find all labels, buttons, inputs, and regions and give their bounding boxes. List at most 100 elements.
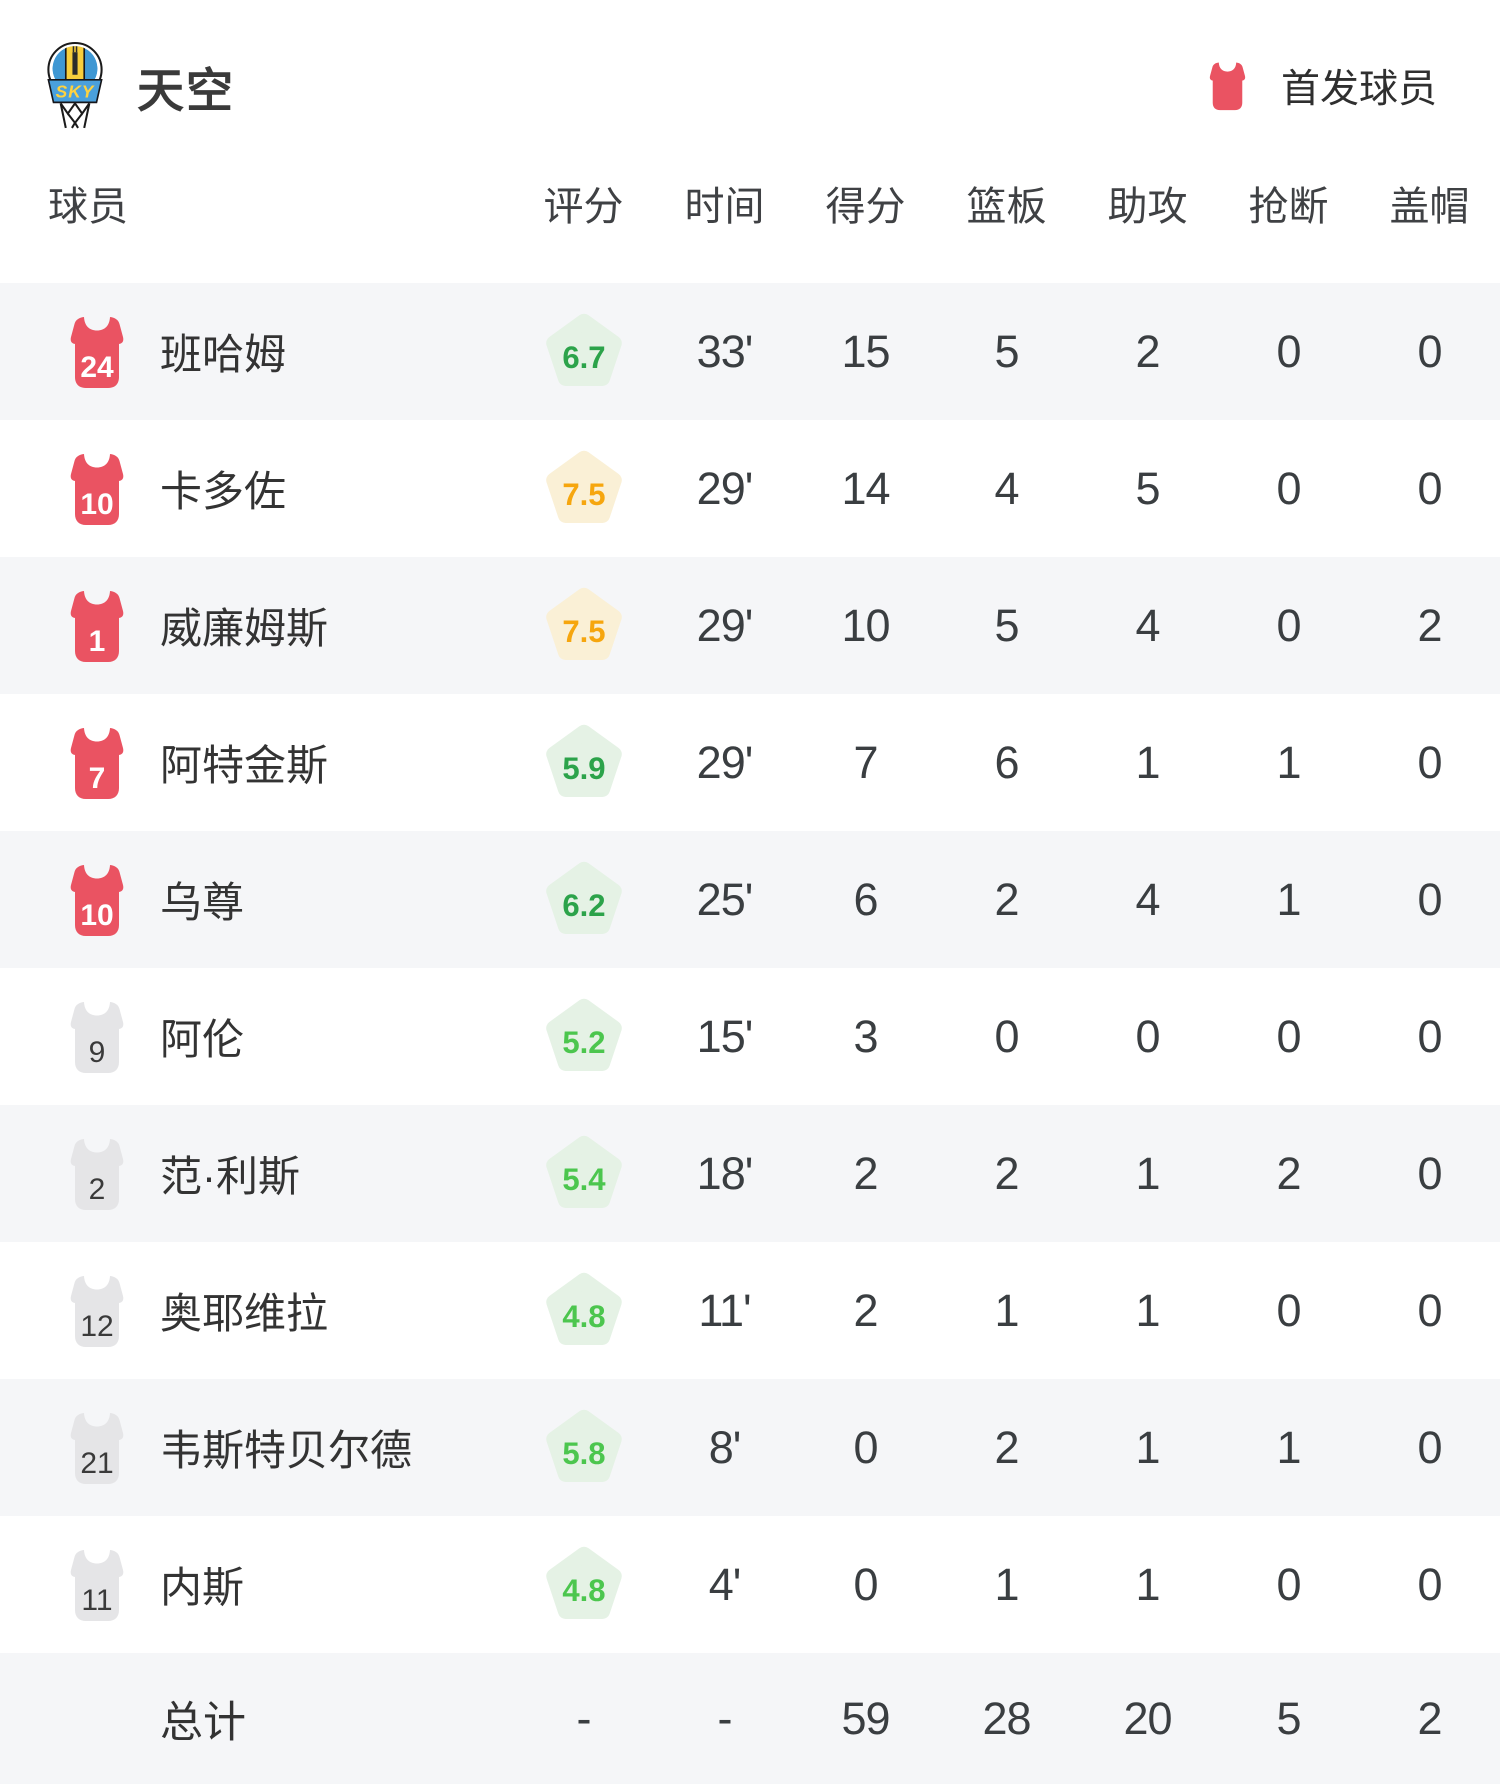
stat-points: 2 xyxy=(853,1284,878,1336)
starter-jersey-icon xyxy=(1209,62,1246,111)
team-header: SKY 天空 首发球员 xyxy=(0,0,1500,140)
stat-points: 6 xyxy=(853,873,878,925)
stat-blocks: 0 xyxy=(1417,736,1442,788)
stat-steals: 0 xyxy=(1276,1558,1301,1610)
player-name: 班哈姆 xyxy=(160,331,287,378)
jersey-number: 11 xyxy=(81,1584,112,1617)
stat-time: 8' xyxy=(708,1421,742,1473)
player-name: 奥耶维拉 xyxy=(160,1290,329,1337)
logo-net xyxy=(59,101,91,129)
svg-text:6.2: 6.2 xyxy=(562,888,605,923)
stat-blocks: 0 xyxy=(1417,462,1442,514)
stat-assists: 4 xyxy=(1135,873,1160,925)
jersey-number: 12 xyxy=(80,1310,113,1343)
starter-legend-label: 首发球员 xyxy=(1280,68,1437,111)
stat-assists: 1 xyxy=(1135,1558,1160,1610)
col-points: 得分 xyxy=(825,184,906,229)
total-label: 总计 xyxy=(160,1698,246,1747)
player-name: 内斯 xyxy=(160,1564,245,1611)
jersey-icon: 2 xyxy=(70,1138,124,1210)
jersey-number: 9 xyxy=(89,1036,106,1069)
stat-rebounds: 2 xyxy=(994,1147,1019,1199)
stat-blocks: 0 xyxy=(1417,1421,1442,1473)
stat-points: 7 xyxy=(853,736,878,788)
table-row[interactable]: 2 范·利斯 5.4 18' 2 2 1 2 0 xyxy=(0,1105,1500,1242)
jersey-icon: 7 xyxy=(70,727,124,799)
jersey-icon: 21 xyxy=(70,1412,124,1484)
table-row[interactable]: 1 威廉姆斯 7.5 29' 10 5 4 0 2 xyxy=(0,557,1500,694)
col-rebounds: 篮板 xyxy=(966,184,1047,229)
jersey-icon: 9 xyxy=(70,1001,124,1073)
jersey-number: 24 xyxy=(80,351,114,384)
rating-badge: 5.4 xyxy=(542,1133,626,1214)
stat-points: 0 xyxy=(853,1421,878,1473)
player-name: 韦斯特贝尔德 xyxy=(160,1427,413,1474)
jersey-icon: 12 xyxy=(70,1275,124,1347)
table-row[interactable]: 10 乌尊 6.2 25' 6 2 4 1 0 xyxy=(0,831,1500,968)
stat-points: 3 xyxy=(853,1010,878,1062)
jersey-number: 21 xyxy=(80,1447,113,1480)
rating-badge: 4.8 xyxy=(542,1270,626,1351)
stat-points: 14 xyxy=(841,462,890,514)
stat-steals: 0 xyxy=(1276,599,1301,651)
jersey-icon: 10 xyxy=(70,864,124,936)
stat-rebounds: 5 xyxy=(994,599,1019,651)
rating-badge: 6.7 xyxy=(542,311,626,392)
table-row[interactable]: 10 卡多佐 7.5 29' 14 4 5 0 0 xyxy=(0,420,1500,557)
stat-assists: 1 xyxy=(1135,1421,1160,1473)
stat-steals: 0 xyxy=(1276,325,1301,377)
jersey-number: 10 xyxy=(80,488,113,521)
svg-text:4.8: 4.8 xyxy=(562,1573,605,1608)
stat-steals: 2 xyxy=(1276,1147,1301,1199)
stat-steals: 1 xyxy=(1276,1421,1301,1473)
total-rating: - xyxy=(576,1692,592,1744)
total-points: 59 xyxy=(841,1692,890,1744)
table-header-row: 球员 评分 时间 得分 篮板 助攻 抢断 盖帽 xyxy=(0,140,1500,265)
table-row[interactable]: 21 韦斯特贝尔德 5.8 8' 0 2 1 1 0 xyxy=(0,1379,1500,1516)
stat-steals: 0 xyxy=(1276,1284,1301,1336)
player-name: 范·利斯 xyxy=(160,1153,300,1200)
stat-points: 0 xyxy=(853,1558,878,1610)
col-player: 球员 xyxy=(48,184,128,229)
stat-rebounds: 4 xyxy=(994,462,1019,514)
rating-badge: 7.5 xyxy=(542,448,626,529)
stat-assists: 2 xyxy=(1135,325,1160,377)
stat-rebounds: 2 xyxy=(994,873,1019,925)
stat-assists: 5 xyxy=(1135,462,1160,514)
jersey-icon: 10 xyxy=(70,453,124,525)
col-time: 时间 xyxy=(684,184,765,229)
table-row[interactable]: 12 奥耶维拉 4.8 11' 2 1 1 0 0 xyxy=(0,1242,1500,1379)
stat-blocks: 0 xyxy=(1417,1010,1442,1062)
starter-legend: 首发球员 xyxy=(1204,58,1437,114)
rating-badge: 7.5 xyxy=(542,585,626,666)
stat-time: 18' xyxy=(696,1147,754,1199)
player-name: 乌尊 xyxy=(160,879,245,926)
stat-rebounds: 2 xyxy=(994,1421,1019,1473)
svg-text:5.9: 5.9 xyxy=(562,751,605,786)
stat-time: 29' xyxy=(696,599,754,651)
player-name: 阿伦 xyxy=(160,1016,245,1063)
stat-assists: 0 xyxy=(1135,1010,1160,1062)
logo-sky-text: SKY xyxy=(56,81,95,101)
stat-blocks: 0 xyxy=(1417,1147,1442,1199)
stat-time: 15' xyxy=(696,1010,754,1062)
stat-blocks: 0 xyxy=(1417,1284,1442,1336)
rating-badge: 4.8 xyxy=(542,1544,626,1625)
jersey-number: 7 xyxy=(89,762,106,795)
stat-points: 15 xyxy=(841,325,890,377)
table-row[interactable]: 9 阿伦 5.2 15' 3 0 0 0 0 xyxy=(0,968,1500,1105)
stat-points: 10 xyxy=(841,599,890,651)
table-row[interactable]: 11 内斯 4.8 4' 0 1 1 0 0 xyxy=(0,1516,1500,1653)
stat-rebounds: 6 xyxy=(994,736,1019,788)
table-row[interactable]: 24 班哈姆 6.7 33' 15 5 2 0 0 xyxy=(0,283,1500,420)
stat-steals: 0 xyxy=(1276,462,1301,514)
table-row[interactable]: 7 阿特金斯 5.9 29' 7 6 1 1 0 xyxy=(0,694,1500,831)
total-steals: 5 xyxy=(1276,1692,1301,1744)
stat-blocks: 0 xyxy=(1417,325,1442,377)
stat-time: 11' xyxy=(698,1284,751,1336)
stat-blocks: 2 xyxy=(1417,599,1442,651)
svg-text:5.4: 5.4 xyxy=(562,1162,606,1197)
stat-assists: 1 xyxy=(1135,736,1160,788)
col-rating: 评分 xyxy=(543,184,624,229)
total-blocks: 2 xyxy=(1417,1692,1442,1744)
